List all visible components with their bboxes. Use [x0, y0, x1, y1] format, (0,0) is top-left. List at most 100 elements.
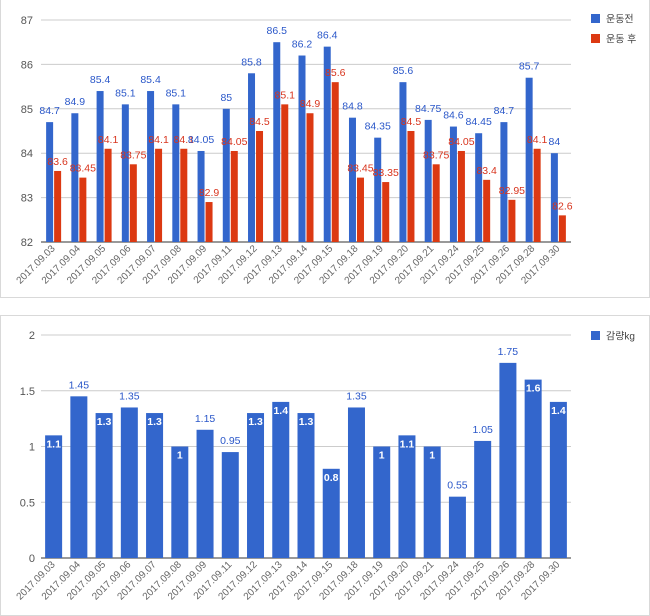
data-label-before: 84.6 — [443, 110, 464, 122]
bar-before — [248, 73, 256, 242]
data-label-after: 84.1 — [174, 134, 195, 146]
bar-loss — [45, 435, 63, 558]
data-label-after: 83.45 — [70, 163, 96, 175]
bar-before — [71, 113, 79, 243]
bar-before — [273, 42, 281, 243]
bar-after — [407, 131, 415, 242]
bar-loss — [322, 468, 340, 558]
data-label: 1.15 — [195, 413, 216, 425]
bar-loss — [373, 446, 391, 558]
y-tick-label: 0 — [29, 553, 35, 565]
bar-after — [457, 150, 465, 242]
data-label-before: 85 — [220, 92, 232, 104]
bar-loss — [474, 440, 492, 558]
weight-bar-chart: 82838485868784.783.62017.09.0384.983.452… — [15, 14, 637, 287]
bar-after — [382, 182, 390, 242]
data-label-before: 85.1 — [166, 87, 187, 99]
bar-before — [323, 46, 331, 242]
data-label-before: 84 — [549, 136, 561, 148]
bar-loss — [171, 446, 189, 558]
bar-loss — [423, 446, 441, 558]
data-label: 1.6 — [526, 383, 541, 395]
data-label-after: 83.75 — [120, 149, 146, 161]
data-label-before: 86.2 — [292, 39, 313, 51]
bar-loss — [196, 429, 214, 558]
data-label-after: 82.95 — [499, 185, 525, 197]
bar-after — [331, 82, 339, 242]
legend-label: 운동전 — [606, 14, 634, 26]
bar-after — [432, 164, 440, 242]
data-label-after: 84.05 — [221, 136, 247, 148]
data-label-after: 84.1 — [527, 134, 548, 146]
data-label: 0.55 — [447, 480, 468, 492]
bar-after — [180, 148, 188, 242]
data-label-before: 84.75 — [415, 103, 441, 115]
bar-loss — [549, 401, 567, 558]
data-label-before: 85.6 — [393, 65, 414, 77]
data-label-before: 85.4 — [140, 74, 161, 86]
y-tick-label: 83 — [21, 193, 33, 205]
bar-loss — [272, 401, 290, 558]
data-label-after: 85.1 — [275, 89, 296, 101]
legend-swatch — [591, 34, 600, 43]
legend-swatch — [591, 14, 600, 23]
data-label-before: 84.05 — [188, 134, 214, 146]
data-label: 0.8 — [324, 472, 339, 484]
panel-gap — [0, 298, 650, 315]
data-label-before: 85.7 — [519, 61, 540, 73]
data-label: 1.35 — [346, 390, 367, 402]
y-tick-label: 1.5 — [20, 386, 35, 398]
bar-after — [281, 104, 289, 242]
data-label-before: 86.4 — [317, 30, 338, 42]
data-label-after: 83.45 — [347, 163, 373, 175]
bar-before — [298, 55, 306, 242]
legend-label: 감량kg — [606, 331, 635, 343]
data-label-before: 85.4 — [90, 74, 111, 86]
data-label: 1.3 — [147, 416, 162, 428]
bar-loss — [347, 407, 365, 558]
data-label: 0.95 — [220, 435, 241, 447]
bar-after — [54, 170, 62, 242]
data-label: 1 — [379, 450, 385, 462]
bar-after — [306, 113, 314, 243]
y-tick-label: 87 — [21, 15, 33, 27]
bar-after — [129, 164, 137, 242]
bar-before — [46, 122, 54, 242]
data-label-before: 86.5 — [267, 25, 288, 37]
data-label: 1.75 — [498, 346, 519, 358]
data-label-after: 83.35 — [373, 167, 399, 179]
bar-after — [256, 131, 264, 242]
data-label-after: 83.75 — [423, 149, 449, 161]
data-label-after: 83.6 — [47, 156, 68, 168]
bar-loss — [95, 413, 113, 558]
data-label-before: 84.35 — [365, 121, 391, 133]
bar-before — [550, 153, 558, 242]
bar-loss — [221, 452, 239, 558]
bar-before — [374, 137, 382, 242]
data-label: 1.4 — [551, 405, 566, 417]
data-label: 1.1 — [400, 438, 415, 450]
bar-before — [424, 119, 432, 242]
y-tick-label: 84 — [21, 148, 33, 160]
bar-before — [475, 133, 483, 242]
y-tick-label: 86 — [21, 59, 33, 71]
data-label-before: 84.45 — [466, 116, 492, 128]
weight-chart-panel: 82 83 84 85 86 87 84.7 83.6 2017.09.03 84.9 83.45 2… — [0, 0, 650, 298]
y-tick-label: 85 — [21, 104, 33, 116]
bar-loss — [398, 435, 416, 558]
data-label: 1 — [177, 450, 183, 462]
data-label: 1.1 — [46, 438, 61, 450]
y-tick-label: 82 — [21, 237, 33, 249]
bar-before — [147, 91, 155, 242]
bar-after — [230, 150, 238, 242]
data-label-after: 82.9 — [199, 187, 220, 199]
bar-after — [79, 177, 87, 242]
legend-label: 운동 후 — [606, 34, 636, 46]
bar-after — [205, 202, 213, 242]
bar-after — [508, 199, 516, 242]
data-label-after: 84.05 — [448, 136, 474, 148]
y-tick-label: 0.5 — [20, 497, 35, 509]
bar-before — [96, 91, 104, 242]
bar-before — [525, 77, 533, 242]
data-label-after: 82.6 — [552, 200, 573, 212]
